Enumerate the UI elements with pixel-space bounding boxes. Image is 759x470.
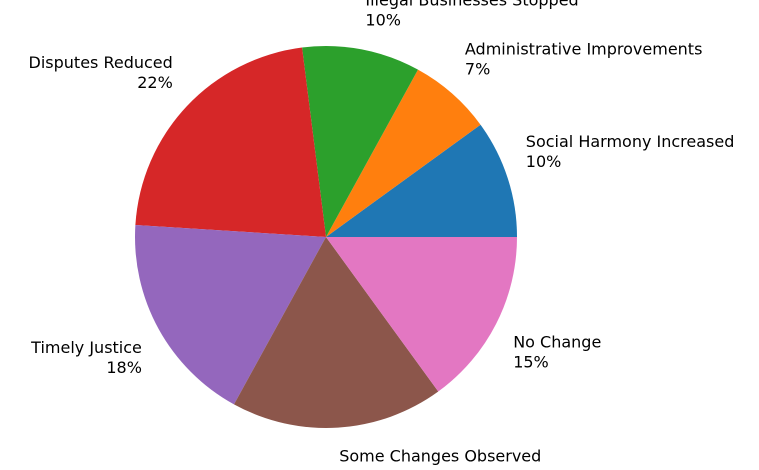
slice-percent-label: 18% — [339, 467, 375, 470]
slice-label-social-harmony-increased: Social Harmony Increased 10% — [526, 132, 735, 171]
slice-category-label: Illegal Businesses Stopped — [365, 0, 578, 10]
slice-label-administrative-improvements: Administrative Improvements 7% — [465, 39, 703, 78]
pie-slice-disputes-reduced — [135, 47, 326, 238]
slices-layer — [135, 46, 517, 428]
slice-category-label: Social Harmony Increased — [526, 132, 735, 151]
pie-slice-illegal-businesses-stopped — [302, 46, 419, 238]
pie-slice-no-change — [326, 237, 517, 392]
slice-category-label: Administrative Improvements — [465, 39, 703, 58]
labels-layer: Social Harmony Increased 10%Administrativ… — [29, 0, 735, 470]
slice-percent-label: 18% — [106, 358, 142, 377]
slice-percent-label: 7% — [465, 59, 490, 78]
slice-percent-label: 22% — [137, 73, 173, 92]
slice-category-label: No Change — [513, 332, 601, 351]
slice-label-timely-justice: Timely Justice 18% — [30, 338, 142, 377]
slice-label-some-changes-observed: Some Changes Observed18% — [339, 447, 541, 470]
slice-label-illegal-businesses-stopped: Illegal Businesses Stopped 10% — [365, 0, 578, 30]
slice-label-no-change: No Change 15% — [513, 332, 601, 371]
pie-slice-administrative-improvements — [326, 69, 481, 237]
slice-category-label: Some Changes Observed — [339, 447, 541, 466]
slice-label-disputes-reduced: Disputes Reduced 22% — [29, 53, 173, 92]
slice-percent-label: 10% — [365, 11, 401, 30]
pie-slice-timely-justice — [135, 225, 326, 405]
slice-percent-label: 10% — [526, 152, 562, 171]
pie-slice-some-changes-observed — [233, 237, 439, 428]
slice-percent-label: 15% — [513, 352, 549, 371]
slice-category-label: Disputes Reduced — [29, 53, 173, 72]
pie-slice-social-harmony-increased — [326, 124, 517, 237]
slice-category-label: Timely Justice — [30, 338, 142, 357]
